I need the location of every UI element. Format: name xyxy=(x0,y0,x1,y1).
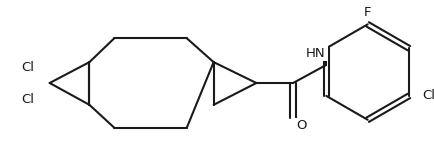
Text: Cl: Cl xyxy=(21,61,34,74)
Text: Cl: Cl xyxy=(421,89,434,102)
Text: HN: HN xyxy=(306,47,325,60)
Text: F: F xyxy=(363,6,371,19)
Text: Cl: Cl xyxy=(21,93,34,106)
Text: O: O xyxy=(295,119,306,132)
